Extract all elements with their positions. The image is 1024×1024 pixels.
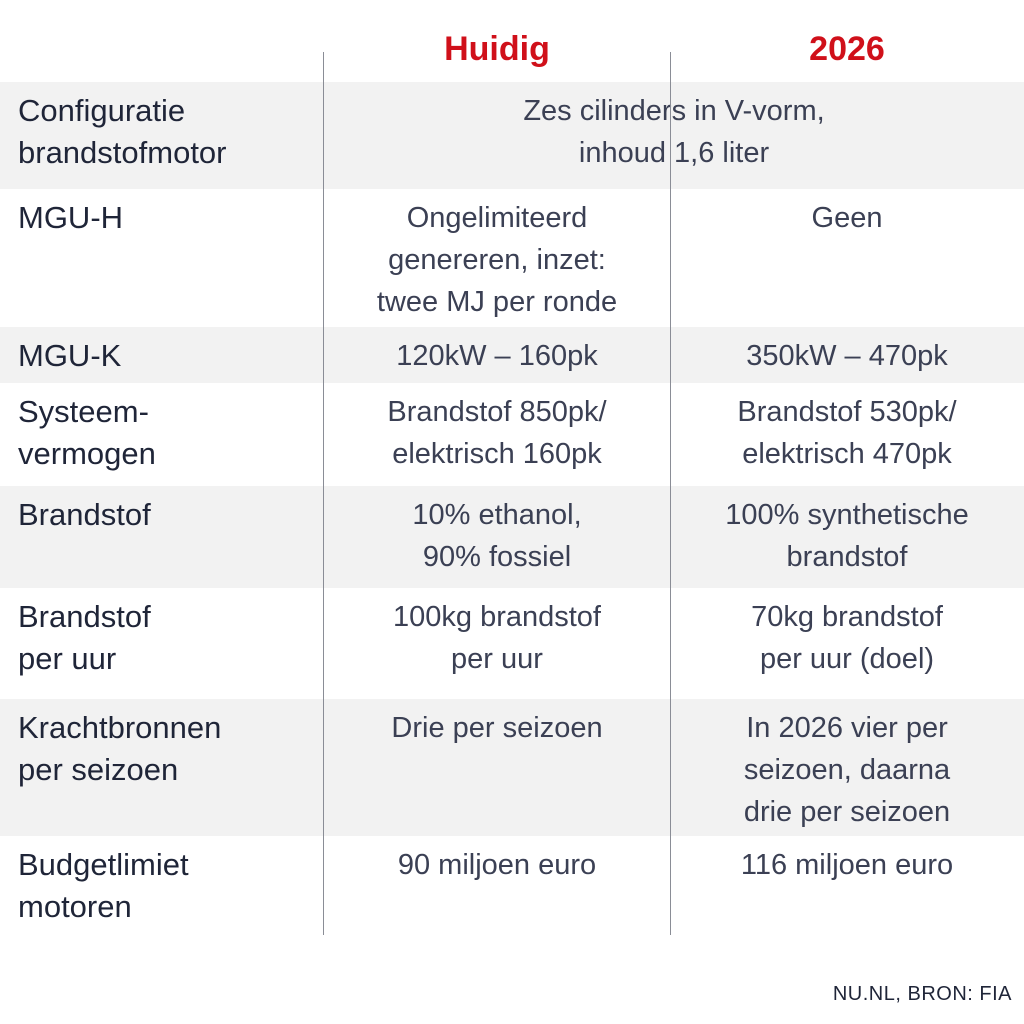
row-label: Krachtbronnen per seizoen: [18, 707, 314, 791]
row-label-line: MGU-K: [18, 338, 122, 373]
future-value-cell: Geen: [670, 197, 1024, 239]
current-value-cell-line: 90 miljoen euro: [397, 849, 597, 881]
row-label: MGU-K: [18, 335, 314, 377]
current-value-cell-line: elektrisch 160pk: [392, 438, 602, 470]
future-value-cell-line: per uur (doel): [759, 643, 935, 675]
future-value-cell-line: 70kg brandstof: [751, 601, 943, 633]
table-row: Configuratie brandstofmotor Zes cilinders …: [0, 82, 1024, 189]
future-value-cell-line: brandstof: [786, 541, 908, 573]
shared-value-cell-line: Zes cilinders in V-vorm,: [523, 95, 825, 127]
table-row: MGU-H Ongelimiteerd genereren, inzet: twee …: [0, 189, 1024, 327]
current-value-cell-line: Brandstof 850pk/: [387, 396, 607, 428]
column-header-current: Huidig: [444, 30, 550, 68]
row-label: Systeem-vermogen: [18, 391, 314, 475]
future-value-cell-line: drie per seizoen: [743, 796, 951, 828]
row-label-line: MGU-H: [18, 200, 124, 235]
column-divider: [323, 52, 324, 935]
row-label: Brandstof: [18, 494, 314, 536]
future-value-cell-line: elektrisch 470pk: [742, 438, 952, 470]
row-label: MGU-H: [18, 197, 314, 239]
row-label-line: Brandstof: [18, 599, 151, 634]
row-label-line: Configuratie: [18, 93, 186, 128]
current-value-cell-line: genereren, inzet:: [388, 244, 606, 276]
current-value-cell: 10% ethanol, 90% fossiel: [324, 494, 670, 578]
current-value-cell-line: 100kg brandstof: [393, 601, 601, 633]
shared-value-cell-line: inhoud 1,6 liter: [578, 137, 770, 169]
current-value-cell: Drie per seizoen: [324, 707, 670, 749]
table-row: MGU-K 120kW – 160pk 350kW – 470pk: [0, 327, 1024, 383]
current-value-cell-line: Ongelimiteerd: [406, 202, 588, 234]
future-value-cell-line: In 2026 vier per: [746, 712, 948, 744]
current-value-cell: 100kg brandstof per uur: [324, 596, 670, 680]
row-label-line: per seizoen: [18, 752, 179, 787]
future-value-cell: 70kg brandstof per uur (doel): [670, 596, 1024, 680]
row-label-line: Brandstof: [18, 497, 151, 532]
current-value-cell: Brandstof 850pk/elektrisch 160pk: [324, 391, 670, 475]
row-label-line: Budgetlimiet: [18, 847, 189, 882]
table-header: Huidig 2026: [0, 24, 1024, 74]
current-value-cell: 90 miljoen euro: [324, 844, 670, 886]
table-row: Systeem-vermogen Brandstof 850pk/elektris…: [0, 383, 1024, 486]
column-header-2026: 2026: [809, 30, 885, 68]
table-row: Brandstof 10% ethanol, 90% fossiel 100% syn…: [0, 486, 1024, 588]
row-label-line: vermogen: [18, 436, 156, 471]
future-value-cell: 116 miljoen euro: [670, 844, 1024, 886]
future-value-cell-line: 100% synthetische: [725, 499, 969, 531]
future-value-cell-line: Brandstof 530pk/: [737, 396, 957, 428]
table-row: Krachtbronnen per seizoen Drie per seizoen…: [0, 699, 1024, 836]
row-label: Budgetlimiet motoren: [18, 844, 314, 928]
row-label-line: per uur: [18, 641, 117, 676]
current-value-cell-line: 120kW – 160pk: [396, 340, 598, 372]
shared-value-cell: Zes cilinders in V-vorm, inhoud 1,6 liter: [324, 90, 1024, 174]
future-value-cell-line: seizoen, daarna: [743, 754, 951, 786]
future-value-cell-line: 116 miljoen euro: [740, 849, 954, 881]
future-value-cell-line: 350kW – 470pk: [746, 340, 948, 372]
current-value-cell-line: 10% ethanol,: [412, 499, 582, 531]
table-row: Brandstof per uur 100kg brandstof per uur 70…: [0, 588, 1024, 699]
future-value-cell: 100% synthetische brandstof: [670, 494, 1024, 578]
row-label-line: Krachtbronnen: [18, 710, 222, 745]
future-value-cell: 350kW – 470pk: [670, 335, 1024, 377]
row-label: Brandstof per uur: [18, 596, 314, 680]
current-value-cell-line: Drie per seizoen: [391, 712, 603, 744]
column-divider: [670, 52, 671, 935]
current-value-cell: 120kW – 160pk: [324, 335, 670, 377]
current-value-cell: Ongelimiteerd genereren, inzet: twee MJ pe…: [324, 197, 670, 323]
row-label: Configuratie brandstofmotor: [18, 90, 314, 174]
source-credit: NU.NL, BRON: FIA: [832, 983, 1012, 1005]
future-value-cell-line: Geen: [811, 202, 883, 234]
current-value-cell-line: 90% fossiel: [422, 541, 572, 573]
row-label-line: brandstofmotor: [18, 135, 227, 170]
current-value-cell-line: per uur: [451, 643, 543, 675]
future-value-cell: In 2026 vier per seizoen, daarna drie per …: [670, 707, 1024, 833]
future-value-cell: Brandstof 530pk/elektrisch 470pk: [670, 391, 1024, 475]
row-label-line: Systeem-: [18, 394, 149, 429]
row-label-line: motoren: [18, 889, 132, 924]
table-row: Budgetlimiet motoren 90 miljoen euro 116 mi…: [0, 836, 1024, 956]
current-value-cell-line: twee MJ per ronde: [376, 286, 618, 318]
